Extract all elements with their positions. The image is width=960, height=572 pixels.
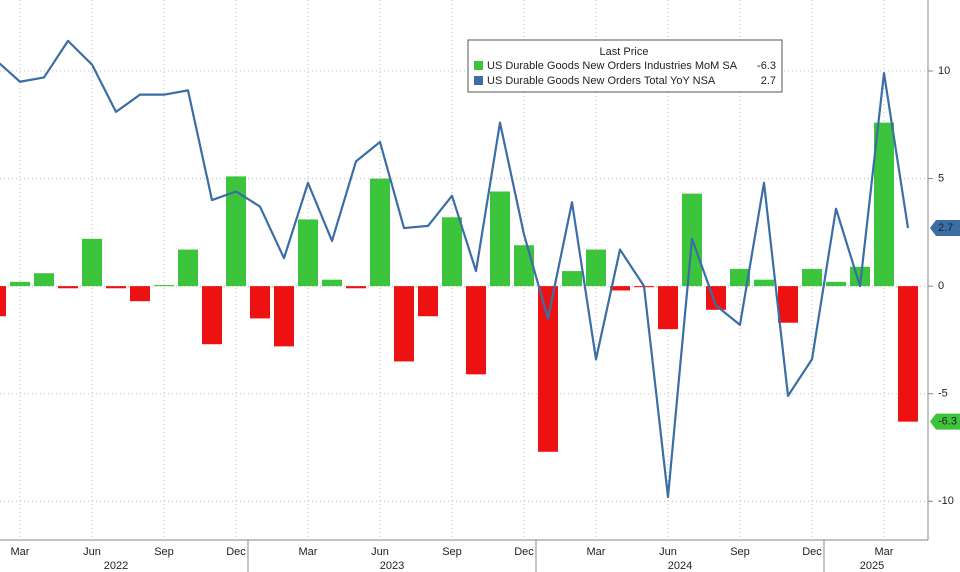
x-tick-label: Mar — [11, 546, 30, 558]
legend: Last Price US Durable Goods New Orders I… — [467, 39, 783, 93]
bar — [514, 245, 534, 287]
bar — [394, 286, 414, 362]
x-tick-label: Sep — [730, 546, 750, 558]
bar — [322, 279, 342, 287]
bar — [370, 178, 390, 287]
year-label: 2024 — [668, 560, 692, 572]
bar — [466, 286, 486, 375]
bar — [202, 286, 222, 345]
legend-value: -6.3 — [757, 60, 776, 72]
value-tag-label: 2.7 — [938, 222, 953, 234]
legend-value: 2.7 — [761, 75, 776, 87]
x-tick-label: Dec — [802, 546, 822, 558]
bar — [802, 268, 822, 287]
legend-title: Last Price — [600, 46, 649, 58]
bar — [226, 176, 246, 287]
y-tick-label: 5 — [938, 172, 944, 184]
bar — [346, 286, 366, 289]
value-tag — [930, 220, 960, 237]
line — [0, 39, 910, 499]
bar — [10, 281, 30, 287]
y-tick-label: 10 — [938, 65, 950, 77]
x-tick-label: Jun — [83, 546, 101, 558]
bar — [0, 286, 6, 317]
year-label: 2022 — [104, 560, 128, 572]
bar — [538, 286, 558, 452]
bar — [58, 286, 78, 289]
x-tick-label: Sep — [442, 546, 462, 558]
bar — [730, 268, 750, 287]
x-tick-label: Jun — [371, 546, 389, 558]
x-tick-label: Dec — [226, 546, 246, 558]
bar — [298, 219, 318, 287]
legend-label: US Durable Goods New Orders Industries M… — [487, 60, 738, 72]
bar — [442, 217, 462, 287]
bar — [826, 281, 846, 287]
bar — [898, 286, 918, 422]
year-label: 2023 — [380, 560, 404, 572]
plot-area — [0, 0, 928, 540]
bar — [778, 286, 798, 323]
value-tag — [930, 413, 960, 430]
x-tick-label: Dec — [514, 546, 534, 558]
bar — [106, 286, 126, 289]
bar — [154, 285, 174, 287]
axis-labels: -10 -5 0 5 10 Mar Jun Sep Dec Mar Jun Sep Dec Mar Jun S… — [11, 65, 960, 572]
value-tag-label: -6.3 — [938, 416, 957, 428]
bar — [754, 279, 774, 287]
bar — [610, 286, 630, 291]
x-tick-label: Mar — [875, 546, 894, 558]
year-label: 2025 — [860, 560, 884, 572]
bar — [490, 191, 510, 287]
bar — [418, 286, 438, 317]
x-tick-label: Jun — [659, 546, 677, 558]
x-tick-label: Mar — [299, 546, 318, 558]
bar — [562, 271, 582, 287]
y-tick-label: -5 — [938, 388, 948, 400]
legend-swatch — [474, 61, 483, 70]
y-tick-label: 0 — [938, 280, 944, 292]
bar — [586, 249, 606, 287]
bar — [130, 286, 150, 302]
grid — [0, 0, 928, 540]
bar — [178, 249, 198, 287]
bar — [874, 122, 894, 287]
bar — [658, 286, 678, 330]
x-tick-label: Sep — [154, 546, 174, 558]
x-tick-label: Mar — [587, 546, 606, 558]
legend-swatch — [474, 76, 483, 85]
bar — [82, 238, 102, 287]
bar — [250, 286, 270, 319]
bar — [274, 286, 294, 347]
legend-label: US Durable Goods New Orders Total YoY NS… — [487, 75, 716, 87]
bar — [34, 273, 54, 287]
legend-box — [467, 39, 783, 93]
y-tick-label: -10 — [938, 495, 954, 507]
marks — [0, 39, 918, 499]
